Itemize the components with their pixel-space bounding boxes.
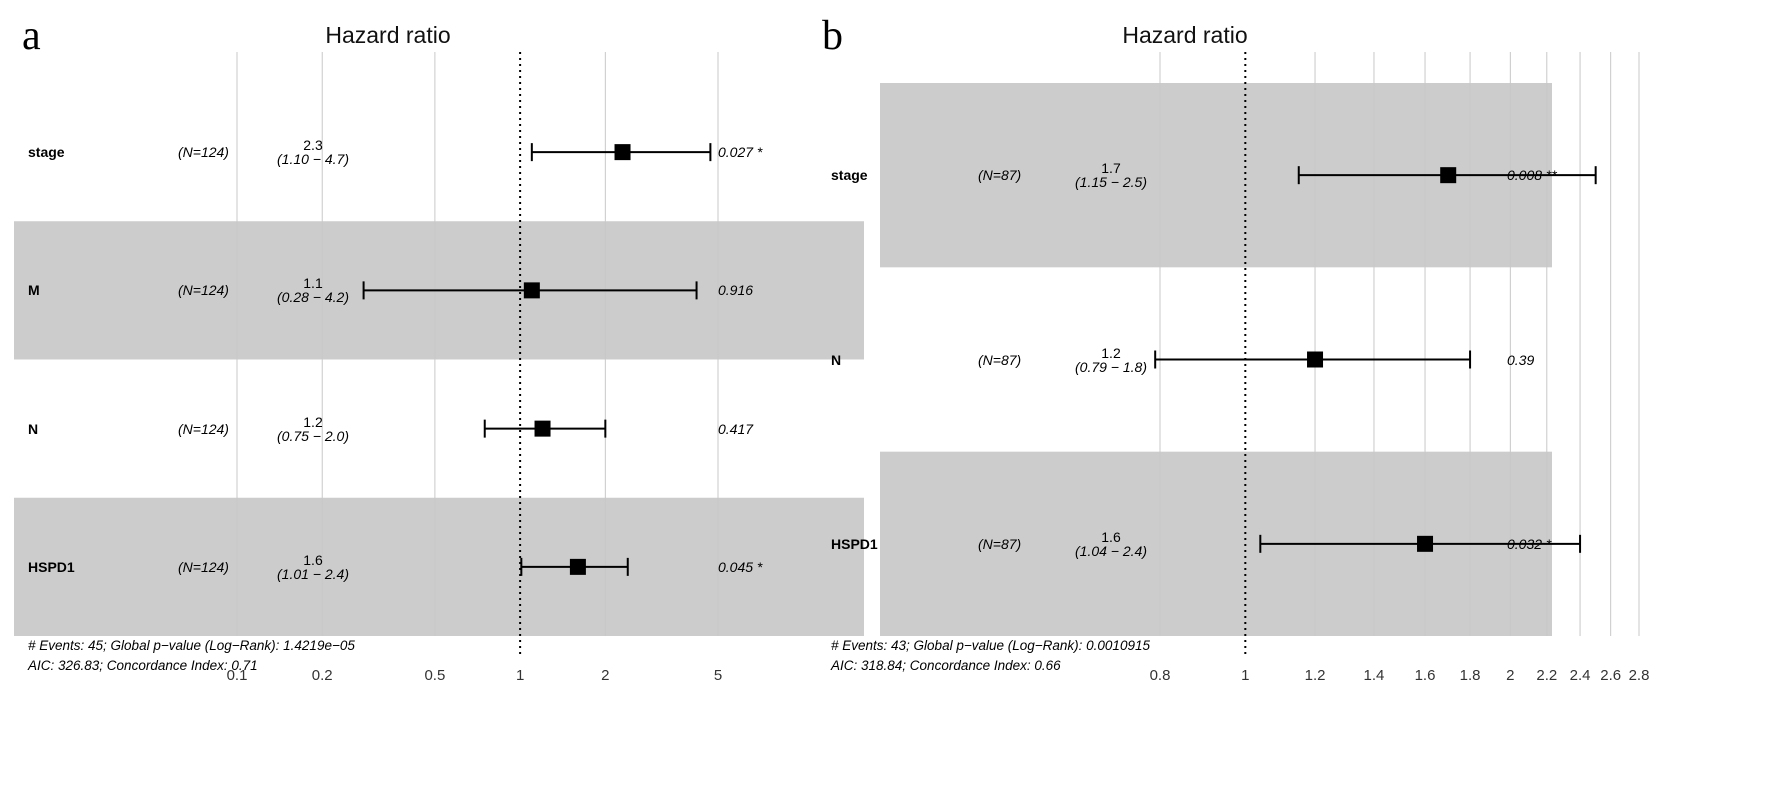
footer-stats-b: # Events: 43; Global p−value (Log−Rank):…: [831, 636, 1150, 676]
hr-point-hspd1: [1417, 535, 1434, 552]
x-tick-label: 1.2: [1304, 667, 1326, 684]
p-value-hspd1: 0.045 *: [718, 558, 763, 575]
forest-plot-b: b Hazard ratio stage (N=87) 1.7 (1.15 − 2.5…: [822, 0, 1772, 796]
variable-label-stage: stage: [28, 144, 65, 161]
forest-plot-b-canvas: [880, 52, 1640, 656]
forest-plot-a-canvas: [14, 52, 864, 656]
variable-label-stage: stage: [831, 167, 868, 184]
ci-value-m: (0.28 − 4.2): [277, 289, 349, 306]
x-tick-label: 1.8: [1459, 667, 1481, 684]
hr-point-stage: [1440, 167, 1457, 184]
ci-value-n: (0.79 − 1.8): [1075, 358, 1147, 375]
variable-label-n: N: [831, 351, 842, 368]
hr-value-hspd1: 1.6: [303, 551, 323, 568]
x-tick-label: 1: [1241, 667, 1250, 684]
footer-aic-b: AIC: 318.84; Concordance Index: 0.66: [831, 658, 1061, 673]
n-label-stage: (N=87): [978, 167, 1022, 184]
hr-value-n: 1.2: [1101, 344, 1121, 361]
hr-value-stage: 1.7: [1101, 160, 1121, 177]
panel-letter-b: b: [822, 13, 843, 59]
p-value-m: 0.916: [718, 282, 754, 299]
x-tick-label: 5: [713, 667, 723, 684]
n-label-stage: (N=124): [178, 144, 229, 161]
p-value-stage: 0.027 *: [718, 144, 763, 161]
hr-point-n: [1307, 351, 1324, 368]
p-value-n: 0.39: [1507, 351, 1535, 368]
hr-point-n: [534, 420, 551, 437]
footer-stats-a: # Events: 45; Global p−value (Log−Rank):…: [28, 636, 355, 676]
hr-value-m: 1.1: [303, 275, 323, 292]
x-tick-label: 1.4: [1363, 667, 1385, 684]
n-label-n: (N=124): [178, 420, 229, 437]
row-band-hspd1: [14, 497, 864, 636]
hr-value-n: 1.2: [303, 413, 323, 430]
x-tick-label: 1.6: [1414, 667, 1436, 684]
x-tick-label: 2.2: [1536, 667, 1558, 684]
ci-value-hspd1: (1.04 − 2.4): [1075, 542, 1147, 559]
x-tick-label: 2.8: [1628, 667, 1650, 684]
footer-events-a: # Events: 45; Global p−value (Log−Rank):…: [28, 638, 355, 653]
panel-letter-a: a: [22, 13, 41, 59]
ci-value-stage: (1.15 − 2.5): [1075, 174, 1147, 191]
hr-value-stage: 2.3: [303, 137, 323, 154]
n-label-hspd1: (N=124): [178, 558, 229, 575]
x-tick-label: 2.4: [1569, 667, 1591, 684]
x-tick-label: 2: [601, 667, 610, 684]
hr-value-hspd1: 1.6: [1101, 528, 1121, 545]
chart-title-b: Hazard ratio: [1122, 22, 1248, 48]
n-label-n: (N=87): [978, 351, 1022, 368]
footer-events-b: # Events: 43; Global p−value (Log−Rank):…: [831, 638, 1150, 653]
footer-aic-a: AIC: 326.83; Concordance Index: 0.71: [28, 658, 258, 673]
variable-label-hspd1: HSPD1: [831, 535, 878, 552]
x-tick-label: 0.8: [1149, 667, 1171, 684]
x-tick-label: 2: [1506, 667, 1515, 684]
ci-value-n: (0.75 − 2.0): [277, 427, 349, 444]
hr-point-stage: [614, 144, 631, 161]
ci-value-hspd1: (1.01 − 2.4): [277, 565, 349, 582]
variable-label-n: N: [28, 420, 39, 437]
x-tick-label: 2.6: [1600, 667, 1622, 684]
x-tick-label: 1: [515, 667, 525, 684]
hr-point-hspd1: [569, 558, 586, 575]
p-value-hspd1: 0.032 *: [1507, 535, 1552, 552]
n-label-m: (N=124): [178, 282, 229, 299]
n-label-hspd1: (N=87): [978, 535, 1022, 552]
variable-label-m: M: [28, 282, 40, 299]
variable-label-hspd1: HSPD1: [28, 558, 75, 575]
ci-value-stage: (1.10 − 4.7): [277, 151, 349, 168]
forest-plot-a: a Hazard ratio stage (N=124) 2.3 (1.10 − 4.…: [0, 0, 880, 796]
p-value-stage: 0.008 **: [1507, 167, 1557, 184]
x-tick-label: 0.2: [311, 667, 333, 684]
x-tick-label: 0.1: [226, 667, 248, 684]
chart-title-a: Hazard ratio: [325, 22, 451, 48]
hr-point-m: [523, 282, 540, 299]
x-tick-label: 0.5: [424, 667, 446, 684]
p-value-n: 0.417: [718, 420, 754, 437]
